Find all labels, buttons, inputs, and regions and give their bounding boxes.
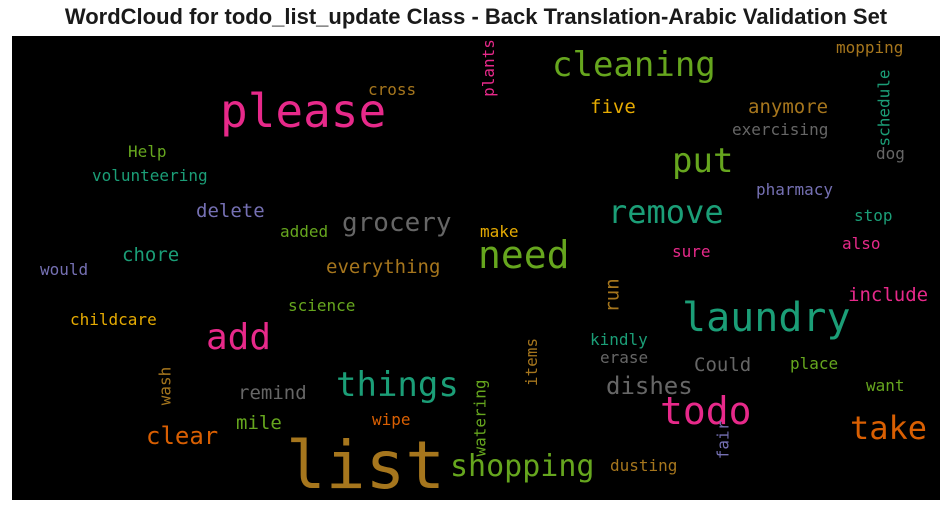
word-wipe: wipe bbox=[372, 410, 411, 429]
word-remind: remind bbox=[238, 382, 307, 404]
word-cross: cross bbox=[368, 80, 417, 99]
word-could: Could bbox=[694, 354, 752, 376]
word-plants: plants bbox=[478, 39, 498, 97]
word-items: items bbox=[522, 337, 542, 387]
word-grocery: grocery bbox=[342, 208, 452, 238]
word-list: list bbox=[286, 427, 445, 500]
word-remove: remove bbox=[608, 193, 724, 231]
word-fair: fair bbox=[713, 420, 733, 460]
word-laundry: laundry bbox=[682, 295, 851, 341]
word-science: science bbox=[288, 296, 356, 315]
chart-title: WordCloud for todo_list_update Class - B… bbox=[64, 4, 888, 29]
word-delete: delete bbox=[196, 200, 265, 222]
word-put: put bbox=[672, 141, 734, 181]
word-take: take bbox=[850, 409, 928, 447]
word-include: include bbox=[848, 284, 929, 306]
word-add: add bbox=[206, 317, 272, 358]
word-chore: chore bbox=[122, 244, 180, 266]
word-make: make bbox=[480, 222, 519, 241]
word-everything: everything bbox=[326, 256, 441, 278]
word-please: please bbox=[220, 84, 387, 138]
word-todo: todo bbox=[660, 389, 752, 433]
word-also: also bbox=[842, 234, 881, 253]
word-would: would bbox=[40, 260, 89, 279]
word-volunteering: volunteering bbox=[92, 166, 208, 185]
word-kindly: kindly bbox=[590, 330, 648, 349]
word-schedule: schedule bbox=[874, 69, 894, 147]
word-mopping: mopping bbox=[836, 38, 904, 57]
word-added: added bbox=[280, 222, 329, 241]
word-sure: sure bbox=[672, 242, 711, 261]
word-erase: erase bbox=[600, 348, 649, 367]
word-five: five bbox=[590, 96, 636, 118]
word-run: run bbox=[601, 278, 624, 313]
word-things: things bbox=[336, 365, 459, 405]
word-clear: clear bbox=[146, 422, 219, 450]
word-dishes: dishes bbox=[606, 372, 693, 400]
word-need: need bbox=[478, 233, 570, 277]
word-exercising: exercising bbox=[732, 120, 829, 139]
word-anymore: anymore bbox=[748, 96, 829, 118]
word-place: place bbox=[790, 354, 839, 373]
word-dog: dog bbox=[876, 144, 905, 163]
word-help: Help bbox=[128, 142, 167, 161]
word-childcare: childcare bbox=[70, 310, 157, 329]
word-dusting: dusting bbox=[610, 456, 678, 475]
word-watering: watering bbox=[470, 379, 490, 457]
word-stop: stop bbox=[854, 206, 893, 225]
word-shopping: shopping bbox=[450, 449, 595, 484]
word-cloud: list please cleaning put remove need lau… bbox=[12, 36, 940, 500]
word-pharmacy: pharmacy bbox=[756, 180, 834, 199]
word-wash: wash bbox=[155, 366, 175, 406]
word-mile: mile bbox=[236, 412, 282, 434]
word-cleaning: cleaning bbox=[552, 45, 716, 85]
word-want: want bbox=[866, 376, 905, 395]
